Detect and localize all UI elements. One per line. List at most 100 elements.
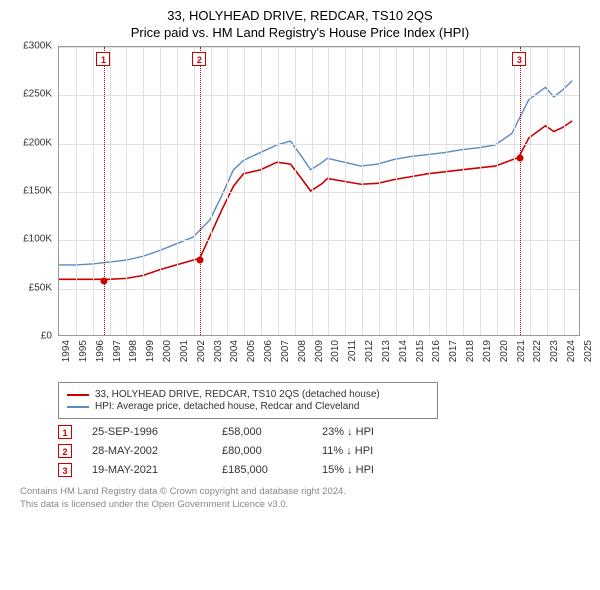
sale-marker-dot: [101, 277, 108, 284]
x-axis-label: 2004: [229, 340, 240, 362]
gridline-v: [278, 47, 279, 335]
sale-date: 25-SEP-1996: [92, 426, 202, 438]
x-axis-label: 2001: [179, 340, 190, 362]
gridline-v: [547, 47, 548, 335]
gridline-v: [345, 47, 346, 335]
x-axis-label: 2023: [549, 340, 560, 362]
gridline-v: [463, 47, 464, 335]
x-axis-label: 1998: [128, 340, 139, 362]
x-axis-label: 2019: [482, 340, 493, 362]
y-axis-label: £0: [41, 331, 52, 342]
sale-marker-badge: 1: [58, 425, 72, 439]
x-axis-label: 2011: [347, 340, 358, 362]
legend-box: 33, HOLYHEAD DRIVE, REDCAR, TS10 2QS (de…: [58, 382, 438, 419]
gridline-v: [126, 47, 127, 335]
x-axis-label: 1999: [145, 340, 156, 362]
gridline-v: [429, 47, 430, 335]
x-axis-label: 1995: [78, 340, 89, 362]
x-axis-label: 2008: [297, 340, 308, 362]
hpi-line: [59, 81, 572, 265]
y-axis-label: £300K: [23, 41, 52, 52]
x-axis-label: 2017: [448, 340, 459, 362]
gridline-v: [93, 47, 94, 335]
x-axis-label: 2024: [566, 340, 577, 362]
sale-pct-vs-hpi: 15% ↓ HPI: [322, 464, 412, 476]
gridline-v: [497, 47, 498, 335]
x-axis-label: 2016: [431, 340, 442, 362]
gridline-v: [446, 47, 447, 335]
x-axis-label: 2015: [415, 340, 426, 362]
gridline-v: [244, 47, 245, 335]
gridline-v: [143, 47, 144, 335]
legend-item: 33, HOLYHEAD DRIVE, REDCAR, TS10 2QS (de…: [67, 389, 429, 400]
sale-price: £58,000: [222, 426, 302, 438]
chart-area: £0£50K£100K£150K£200K£250K£300K199419951…: [10, 46, 590, 376]
x-axis-label: 2000: [162, 340, 173, 362]
attribution-footer: Contains HM Land Registry data © Crown c…: [20, 485, 590, 512]
x-axis-label: 2018: [465, 340, 476, 362]
sales-table: 1 25-SEP-1996 £58,000 23% ↓ HPI 2 28-MAY…: [58, 425, 590, 477]
sale-marker-badge: 2: [192, 52, 206, 66]
sale-marker-badge: 1: [96, 52, 110, 66]
sale-marker-line: [104, 47, 105, 335]
legend-swatch: [67, 394, 89, 396]
gridline-v: [160, 47, 161, 335]
gridline-v: [362, 47, 363, 335]
chart-title-address: 33, HOLYHEAD DRIVE, REDCAR, TS10 2QS: [10, 8, 590, 23]
sale-pct-vs-hpi: 11% ↓ HPI: [322, 445, 412, 457]
sale-marker-badge: 2: [58, 444, 72, 458]
gridline-h: [59, 289, 579, 290]
gridline-v: [295, 47, 296, 335]
x-axis-label: 2002: [196, 340, 207, 362]
x-axis-label: 2014: [398, 340, 409, 362]
gridline-v: [564, 47, 565, 335]
x-axis-label: 1996: [95, 340, 106, 362]
x-axis-label: 2006: [263, 340, 274, 362]
gridline-h: [59, 240, 579, 241]
x-axis-label: 2010: [330, 340, 341, 362]
y-axis-label: £100K: [23, 234, 52, 245]
gridline-v: [211, 47, 212, 335]
plot-region: [58, 46, 580, 336]
x-axis-label: 2005: [246, 340, 257, 362]
sale-marker-dot: [517, 155, 524, 162]
gridline-v: [530, 47, 531, 335]
sale-pct-vs-hpi: 23% ↓ HPI: [322, 426, 412, 438]
sale-marker-badge: 3: [58, 463, 72, 477]
x-axis-label: 2012: [364, 340, 375, 362]
gridline-v: [514, 47, 515, 335]
y-axis-label: £50K: [29, 282, 52, 293]
x-axis-label: 2021: [516, 340, 527, 362]
legend-label: 33, HOLYHEAD DRIVE, REDCAR, TS10 2QS (de…: [95, 389, 380, 400]
y-axis-label: £250K: [23, 89, 52, 100]
gridline-v: [177, 47, 178, 335]
gridline-v: [379, 47, 380, 335]
sale-price: £185,000: [222, 464, 302, 476]
x-axis-label: 2025: [583, 340, 594, 362]
y-axis-label: £150K: [23, 186, 52, 197]
sale-marker-badge: 3: [512, 52, 526, 66]
x-axis-label: 2020: [499, 340, 510, 362]
y-axis-label: £200K: [23, 137, 52, 148]
line-series-svg: [59, 47, 579, 335]
sale-row: 1 25-SEP-1996 £58,000 23% ↓ HPI: [58, 425, 590, 439]
sale-date: 28-MAY-2002: [92, 445, 202, 457]
sale-marker-line: [520, 47, 521, 335]
x-axis-label: 2022: [532, 340, 543, 362]
gridline-h: [59, 144, 579, 145]
x-axis-label: 2013: [381, 340, 392, 362]
chart-title-subtitle: Price paid vs. HM Land Registry's House …: [10, 25, 590, 40]
sale-row: 3 19-MAY-2021 £185,000 15% ↓ HPI: [58, 463, 590, 477]
footer-line: Contains HM Land Registry data © Crown c…: [20, 485, 590, 498]
sale-row: 2 28-MAY-2002 £80,000 11% ↓ HPI: [58, 444, 590, 458]
gridline-v: [396, 47, 397, 335]
gridline-h: [59, 95, 579, 96]
sale-marker-dot: [197, 256, 204, 263]
gridline-v: [328, 47, 329, 335]
gridline-h: [59, 192, 579, 193]
gridline-v: [194, 47, 195, 335]
chart-container: 33, HOLYHEAD DRIVE, REDCAR, TS10 2QS Pri…: [0, 0, 600, 590]
footer-line: This data is licensed under the Open Gov…: [20, 498, 590, 511]
gridline-v: [413, 47, 414, 335]
legend-label: HPI: Average price, detached house, Redc…: [95, 401, 359, 412]
